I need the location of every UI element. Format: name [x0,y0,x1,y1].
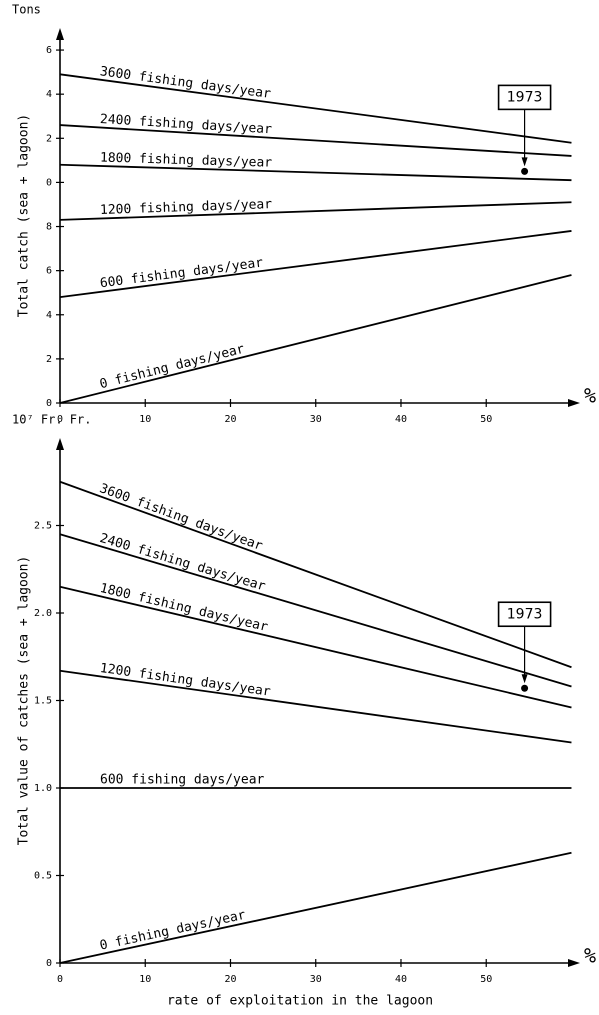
y-axis-arrow [56,438,64,450]
x-tick-label: 40 [395,974,407,985]
series-line [59,274,572,404]
y-tick-label: 1.5 [34,696,52,707]
y-title: Total catch (sea + lagoon) [17,114,32,318]
series-label: 0 fishing days/year [98,342,246,393]
x-axis-arrow [568,959,580,967]
y-title: Total value of catches (sea + lagoon) [17,556,32,846]
x-tick-label: 0 [57,974,63,985]
y-unit: Tons [12,3,41,17]
series-label: 600 fishing days/year [99,255,264,291]
annotation-box [497,601,552,628]
y-tick-label: 2 [46,354,52,365]
y-tick-label: 2.5 [34,521,52,532]
series-label: 1800 fishing days/year [100,150,273,170]
series-line [59,669,572,744]
y-tick-label: 6 [46,266,52,277]
y-tick-label: 0 [46,958,52,969]
y-tick-label: 4 [46,310,52,321]
annotation-point [521,684,529,692]
annotation-text: 1973 [507,89,543,105]
annotation-box [497,84,552,111]
series-line [59,480,572,669]
x-tick-label: 10 [139,974,151,985]
series-line [59,230,572,299]
x-tick-label: 20 [224,414,236,425]
x-unit: % [584,384,596,408]
series-label: 0 fishing days/year [98,908,247,954]
annotation-point [521,167,529,175]
series-label: 1200 fishing days/year [100,197,273,218]
series-line [59,163,572,182]
x-tick-label: 50 [480,974,492,985]
y-tick-label: 0 [46,177,52,188]
y-tick-label: 2 [46,133,52,144]
x-tick-label: 50 [480,414,492,425]
x-unit: % [584,944,596,968]
x-tick-label: 30 [310,974,322,985]
annotation-arrowhead [521,674,528,684]
x-tick-label: 0 [57,414,63,425]
x-title: rate of exploitation in the lagoon [167,994,433,1009]
y-axis-arrow [56,28,64,40]
x-axis-arrow [568,399,580,407]
y-tick-label: 1.0 [34,783,52,794]
series-line [59,585,572,709]
y-tick-label: 6 [46,45,52,56]
y-tick-label: 4 [46,89,52,100]
y-tick-label: 8 [46,222,52,233]
series-line [59,201,572,221]
y-tick-label: 0.5 [34,871,52,882]
series-line [59,851,572,964]
series-line [59,124,572,157]
x-tick-label: 30 [310,414,322,425]
x-tick-label: 40 [395,414,407,425]
x-tick-label: 10 [139,414,151,425]
series-line [59,73,572,144]
y-tick-label: 0 [46,398,52,409]
y-unit: 10⁷ Fr. Fr. [12,413,91,427]
y-tick-label: 2.0 [34,608,52,619]
series-line [59,533,572,688]
series-label: 600 fishing days/year [100,773,265,788]
annotation-arrowhead [521,157,528,167]
x-tick-label: 20 [224,974,236,985]
annotation-text: 1973 [507,606,543,622]
